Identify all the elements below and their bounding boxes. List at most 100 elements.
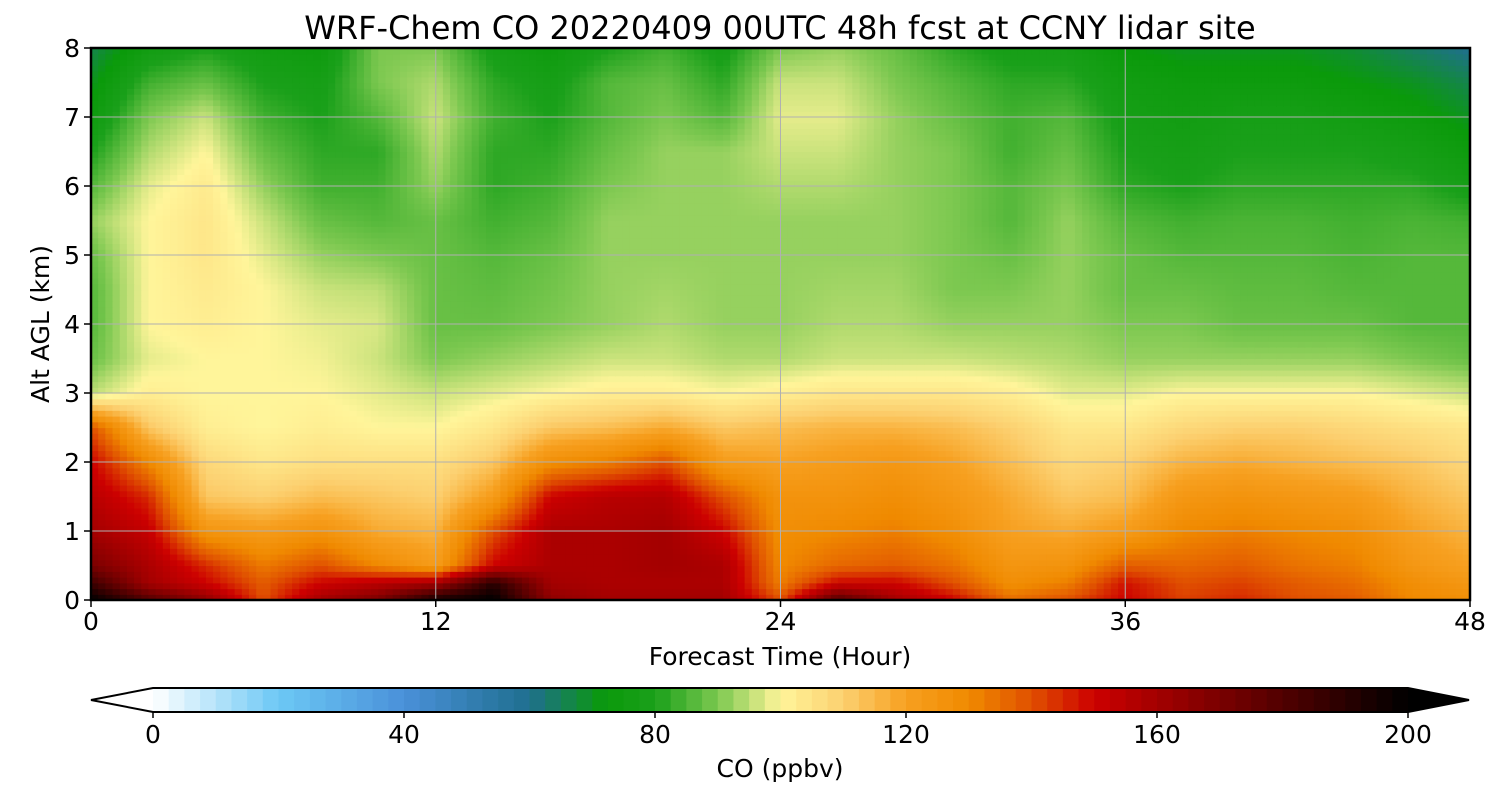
heatmap-cell [1211, 536, 1220, 544]
heatmap-cell [916, 542, 925, 549]
heatmap-cell [1125, 502, 1134, 509]
heatmap-cell [414, 513, 422, 521]
heatmap-cell [579, 531, 588, 538]
heatmap-cell [371, 502, 379, 509]
heatmap-cell [1132, 582, 1141, 590]
heatmap-cell [794, 496, 803, 503]
heatmap-cell [859, 508, 868, 515]
heatmap-cell [945, 462, 954, 469]
heatmap-cell [119, 594, 128, 600]
heatmap-cell [1204, 462, 1213, 469]
heatmap-cell [442, 490, 451, 498]
heatmap-cell [600, 496, 609, 503]
heatmap-cell [816, 479, 825, 486]
heatmap-cell [1039, 473, 1047, 480]
heatmap-cell [378, 496, 387, 503]
heatmap-cell [974, 565, 983, 572]
heatmap-cell [816, 548, 825, 555]
heatmap-cell [1139, 467, 1148, 475]
heatmap-cell [543, 536, 552, 544]
heatmap-cell [952, 508, 961, 515]
heatmap-cell [737, 485, 746, 492]
heatmap-cell [1347, 513, 1356, 521]
heatmap-cell [1189, 577, 1198, 584]
heatmap-cell [1060, 513, 1069, 521]
heatmap-cell [866, 594, 875, 600]
heatmap-cell [457, 525, 466, 532]
heatmap-cell [895, 577, 904, 584]
heatmap-cell [758, 462, 767, 469]
heatmap-cell [119, 490, 128, 498]
heatmap-cell [1340, 565, 1349, 572]
heatmap-cell [249, 473, 257, 480]
heatmap-cell [751, 531, 760, 538]
heatmap-cell [1297, 479, 1306, 486]
heatmap-cell [170, 565, 178, 572]
heatmap-cell [356, 542, 365, 549]
heatmap-cell [543, 485, 552, 492]
heatmap-cell [1455, 450, 1464, 457]
heatmap-cell [608, 467, 616, 475]
heatmap-cell [126, 531, 135, 538]
heatmap-cell [924, 467, 932, 475]
heatmap-cell [471, 513, 480, 521]
heatmap-cell [557, 456, 566, 463]
heatmap-cell [1175, 548, 1184, 555]
heatmap-cell [981, 577, 990, 584]
heatmap-cell [644, 513, 652, 521]
heatmap-cell [845, 508, 853, 515]
heatmap-cell [1268, 519, 1277, 526]
heatmap-cell [1247, 531, 1256, 538]
heatmap-cell [859, 548, 868, 555]
heatmap-cell [802, 577, 810, 584]
heatmap-cell [945, 565, 954, 572]
heatmap-cell [1276, 508, 1284, 515]
heatmap-cell [600, 536, 609, 544]
heatmap-cell [1283, 450, 1292, 457]
heatmap-cell [284, 473, 293, 480]
heatmap-cell [1247, 479, 1256, 486]
heatmap-cell [421, 594, 430, 600]
heatmap-cell [1031, 571, 1040, 578]
heatmap-cell [234, 450, 243, 457]
heatmap-cell [967, 485, 976, 492]
heatmap-cell [328, 577, 336, 584]
heatmap-cell [1089, 588, 1098, 595]
heatmap-cell [873, 548, 882, 555]
heatmap-cell [98, 502, 106, 509]
heatmap-cell [392, 525, 401, 532]
heatmap-cell [1319, 548, 1327, 555]
heatmap-cell [672, 485, 681, 492]
heatmap-cell [629, 467, 638, 475]
heatmap-cell [1089, 531, 1098, 538]
heatmap-cell [1103, 496, 1112, 503]
heatmap-cell [694, 559, 703, 567]
heatmap-cell [988, 473, 997, 480]
heatmap-cell [457, 565, 466, 572]
heatmap-cell [112, 571, 121, 578]
heatmap-cell [320, 577, 329, 584]
heatmap-cell [1046, 542, 1055, 549]
heatmap-cell [1333, 456, 1342, 463]
heatmap-cell [687, 554, 695, 561]
heatmap-cell [105, 571, 114, 578]
heatmap-cell [1347, 496, 1356, 503]
heatmap-cell [1333, 531, 1342, 538]
heatmap-cell [1268, 588, 1277, 595]
heatmap-cell [1362, 479, 1371, 486]
heatmap-cell [1074, 554, 1083, 561]
heatmap-cell [1304, 577, 1313, 584]
heatmap-cell [1010, 554, 1019, 561]
heatmap-cell [1347, 548, 1356, 555]
heatmap-cell [284, 467, 293, 475]
heatmap-cell [909, 548, 918, 555]
heatmap-cell [945, 513, 954, 521]
heatmap-cell [615, 559, 624, 567]
heatmap-cell [586, 473, 595, 480]
heatmap-cell [593, 582, 602, 590]
heatmap-cell [924, 554, 932, 561]
heatmap-cell [1355, 485, 1363, 492]
heatmap-cell [1067, 542, 1076, 549]
heatmap-cell [687, 536, 695, 544]
heatmap-cell [1103, 473, 1112, 480]
